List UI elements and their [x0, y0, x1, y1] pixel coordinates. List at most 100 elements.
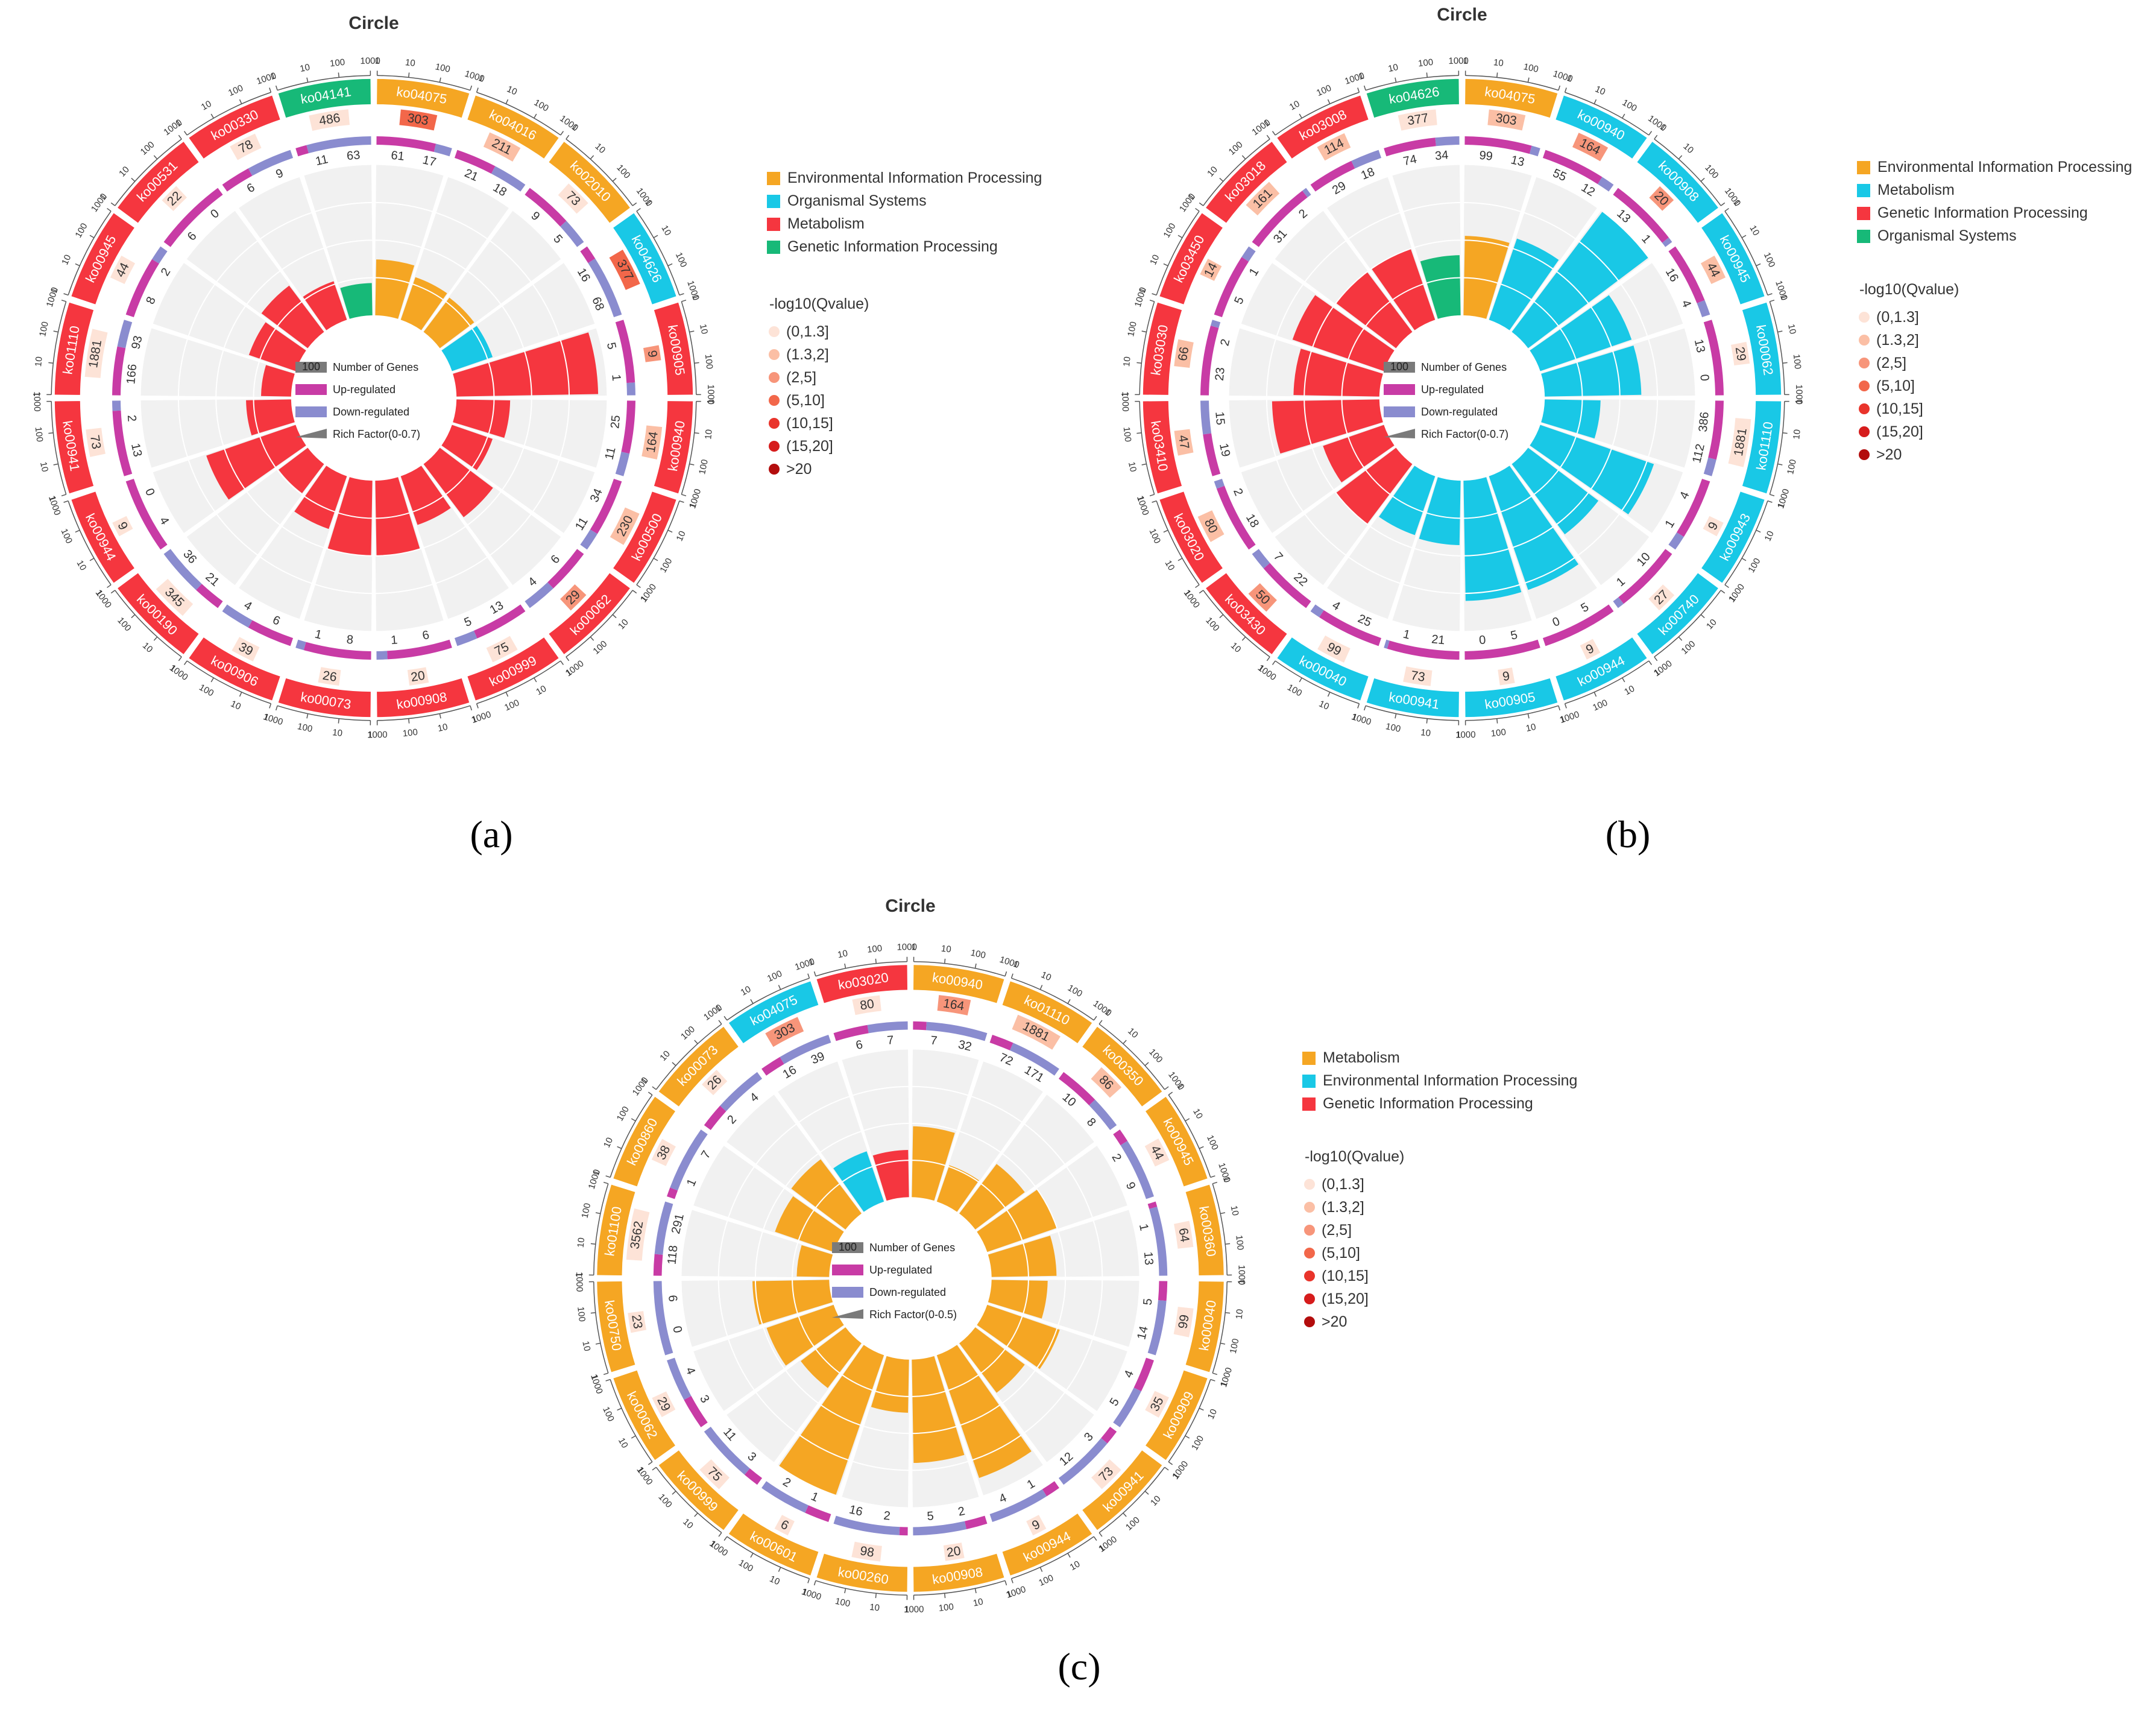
rich-factor-bar: [1335, 447, 1413, 525]
scale-tick-label: 10: [229, 699, 242, 712]
down-count-label: 68: [589, 295, 607, 312]
up-regulated-bar: [1158, 1281, 1168, 1301]
term-segment: [377, 678, 470, 718]
gene-count-box: [1174, 429, 1194, 456]
up-count-label: 61: [390, 149, 405, 163]
scale-tick-label: 10: [75, 558, 89, 572]
scale-tick: [1010, 1578, 1013, 1584]
up-regulated-bar: [1058, 1072, 1095, 1106]
legend-down-regulated-swatch: [1384, 406, 1415, 417]
up-regulated-bar: [704, 1105, 727, 1131]
rich-factor-bar: [441, 326, 493, 371]
rich-factor-icon: [832, 1309, 863, 1319]
scale-tick: [590, 1243, 596, 1245]
term-segment: [1366, 678, 1459, 718]
category-legend-label: Genetic Information Processing: [787, 238, 998, 255]
rich-factor-bar: [279, 447, 324, 493]
scale-tick-label: 100: [1147, 527, 1162, 545]
scale-tick-label: 1: [32, 392, 42, 397]
scale-arc: [277, 75, 371, 91]
down-count-label: 12: [1579, 181, 1597, 199]
grid-circle: [792, 1160, 1029, 1397]
up-count-label: 1: [809, 1489, 821, 1505]
scale-tick: [590, 155, 594, 160]
down-regulated-bar: [704, 1426, 750, 1475]
scale-tick-label: 100: [1703, 163, 1720, 181]
down-regulated-bar: [1662, 237, 1672, 247]
scale-tick: [1152, 293, 1157, 296]
down-count-label: 11: [602, 446, 618, 461]
scale-tick: [1220, 1342, 1226, 1345]
scale-tick: [1152, 500, 1157, 503]
up-count-label: 6: [271, 613, 282, 628]
rich-factor-bar: [1489, 466, 1579, 590]
term-segment: [377, 78, 470, 118]
up-regulated-bar: [805, 1505, 831, 1522]
down-count-label: 4: [683, 1365, 698, 1377]
gene-count-label: 14: [1202, 261, 1220, 280]
legend-rich-factor: Rich Factor(0-0.7): [333, 428, 420, 440]
up-count-label: 18: [1243, 512, 1261, 530]
down-regulated-bar: [117, 320, 133, 349]
scale-tick: [1395, 77, 1397, 83]
gene-count-box: [112, 516, 133, 537]
up-regulated-bar: [1703, 320, 1724, 396]
gene-count-label: 303: [1495, 111, 1518, 128]
gene-count-label: 80: [859, 997, 875, 1012]
gene-count-box: [1174, 339, 1194, 368]
down-regulated-bar: [1351, 150, 1382, 169]
scale-tick-label: 10: [659, 224, 673, 238]
scale-tick: [1212, 1372, 1218, 1375]
down-count-label: 0: [208, 207, 222, 221]
scale-tick: [1164, 1086, 1169, 1090]
gene-count-box: [110, 255, 136, 284]
scale-tick-label: 10: [576, 1237, 587, 1248]
qvalue-legend-label: (15,20]: [786, 438, 833, 455]
scale-tick-label: 10: [1593, 84, 1607, 97]
down-count-label: 34: [1434, 148, 1449, 163]
legend-down-regulated: Down-regulated: [1421, 406, 1498, 418]
up-regulated-bar: [125, 478, 168, 550]
scale-arc: [1365, 705, 1459, 721]
up-count-label: 25: [1356, 612, 1373, 630]
scale-tick-label: 100: [1124, 1515, 1142, 1532]
scale-arc: [1168, 1379, 1211, 1462]
scale-tick: [1496, 72, 1498, 78]
down-regulated-bar: [525, 582, 553, 608]
up-regulated-bar: [1464, 136, 1532, 154]
scale-tick: [807, 973, 810, 979]
scale-tick: [566, 656, 570, 662]
scale-tick-label: 1: [1456, 730, 1461, 740]
gene-count-box: [156, 578, 194, 616]
term-segment: [1082, 1026, 1162, 1107]
scale-tick-label: 10: [1068, 1559, 1082, 1573]
scale-tick: [1622, 677, 1625, 683]
up-count-label: 16: [575, 266, 593, 284]
scale-tick: [694, 432, 699, 434]
rich-factor-bar: [1335, 271, 1413, 349]
down-regulated-bar: [654, 1201, 673, 1255]
scale-tick-label: 10: [437, 722, 449, 734]
scale-tick: [1648, 131, 1653, 136]
qvalue-legend-label: (0,1.3]: [786, 323, 829, 340]
scale-arc: [610, 1379, 653, 1462]
rich-factor-bar: [912, 1356, 965, 1464]
qvalue-dot: [769, 349, 780, 360]
scale-arc: [68, 501, 112, 586]
gene-count-box: [1012, 1014, 1061, 1050]
down-regulated-bar: [1668, 532, 1684, 550]
panel-label: (b): [1606, 813, 1651, 856]
up-regulated-bar: [1101, 1426, 1117, 1444]
down-count-label: 2: [159, 266, 174, 279]
scale-tick: [612, 177, 617, 182]
rich-factor-bar: [453, 332, 599, 397]
scale-tick-label: 10: [602, 1136, 615, 1149]
up-regulated-bar: [547, 549, 584, 589]
gene-count-box: [651, 1138, 676, 1166]
up-regulated-bar: [248, 620, 294, 646]
up-regulated-bar: [1708, 400, 1724, 460]
scale-tick: [653, 558, 658, 561]
up-count-label: 0: [670, 1325, 684, 1334]
up-regulated-bar: [112, 346, 126, 396]
scale-tick: [1010, 973, 1013, 979]
